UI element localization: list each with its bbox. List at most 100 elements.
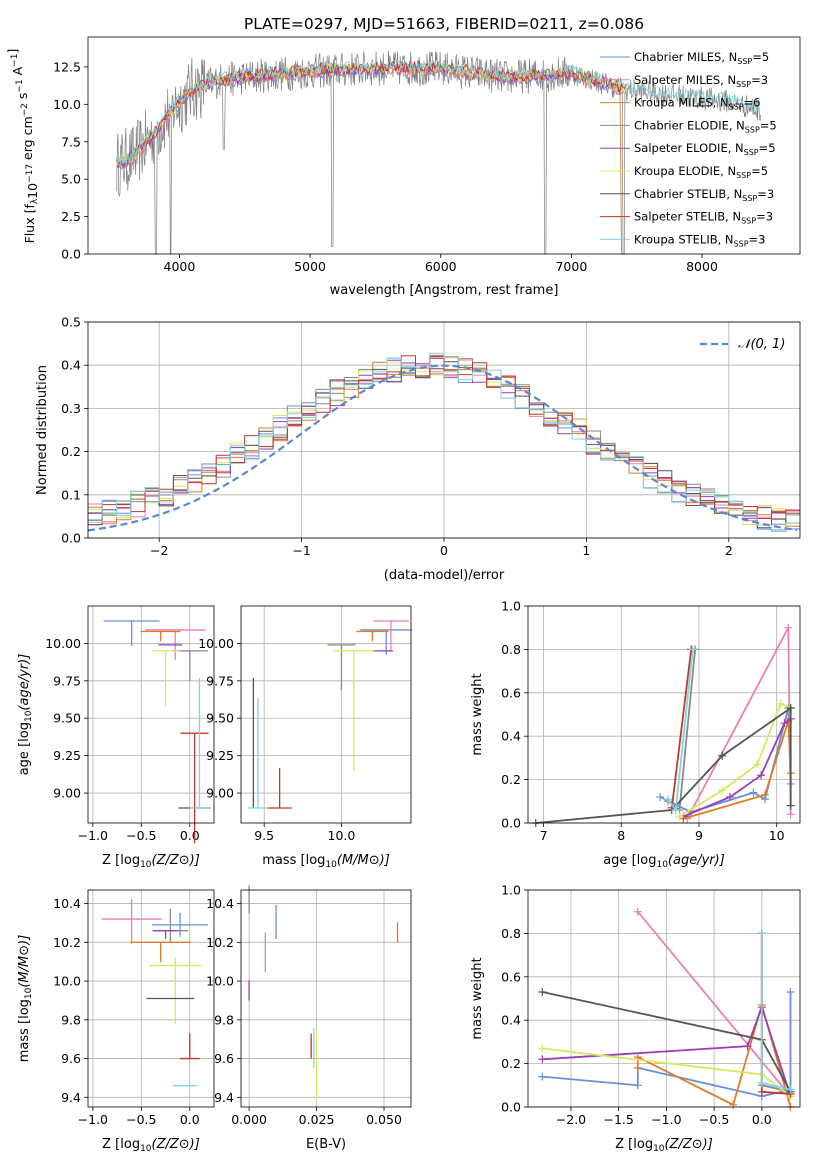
y-tick-label: 9.25: [53, 748, 81, 763]
weight-point-marker: [663, 795, 672, 804]
label-part: (M/M⊙)]: [337, 853, 390, 868]
label-part: (Z/Z⊙)]: [665, 1137, 713, 1152]
label-part: Flux [f: [22, 204, 37, 244]
weight-point-marker: [786, 810, 795, 819]
label-part: Chabrier STELIB, N: [634, 187, 742, 201]
x-tick-label: 0: [440, 543, 448, 558]
weight-point-marker: [726, 792, 735, 801]
label-part: A: [10, 66, 25, 79]
weight-point-marker: [757, 771, 766, 780]
y-tick-label: 10.00: [45, 636, 81, 651]
weight-series-line: [535, 706, 792, 824]
y-tick-label: 9.75: [53, 673, 81, 688]
y-tick-label: 9.25: [206, 748, 234, 763]
x-tick-label: 2: [725, 543, 733, 558]
age_vs_Z-frame: [87, 605, 215, 824]
y-tick-label: 0.2: [501, 772, 521, 787]
y-tick-label: 0.0: [61, 531, 81, 546]
weight-point-marker: [786, 1085, 795, 1094]
label-part: Chabrier MILES, N: [634, 50, 737, 64]
weight-point-marker: [786, 703, 795, 712]
label-part: Salpeter MILES, N: [634, 73, 736, 87]
observed-spectrum: [116, 50, 762, 254]
weight_vs_Z-frame: [527, 889, 801, 1108]
y-tick-label: 1.0: [501, 599, 521, 614]
x-tick-label: 0.0: [180, 828, 200, 843]
y-tick-label: 0.1: [61, 487, 81, 502]
weight-series-line: [683, 718, 792, 818]
x-axis-label: mass [log10(M/M⊙)]: [262, 853, 390, 870]
weight-point-marker: [757, 1087, 766, 1096]
x-tick-label: −1.0: [78, 828, 108, 843]
x-tick-label: 5000: [294, 259, 326, 274]
label-part: SSP: [745, 125, 760, 134]
mass_vs_Z-axes: −1.0 −0.5 0.0 9.4 9.6 9.8 10.0 10.2 10.4: [53, 890, 214, 1127]
y-axis-label: mass weight: [470, 957, 485, 1039]
x-tick-label: 0.050: [366, 1112, 402, 1127]
x-tick-label: 10.0: [328, 828, 356, 843]
weight-point-marker: [786, 801, 795, 810]
label-part: Z [log: [102, 1137, 140, 1152]
label-part: SSP: [744, 148, 759, 157]
legend-label: Salpeter MILES, NSSP=3: [634, 73, 768, 89]
label-part: mass [log: [17, 999, 32, 1062]
label-part: Salpeter ELODIE, N: [634, 141, 744, 155]
y-tick-label: 0.8: [501, 926, 521, 941]
weight-point-marker: [776, 699, 785, 708]
weight-series-line: [542, 1004, 792, 1097]
y-tick-label: 10.4: [206, 896, 234, 911]
y-tick-label: 0.6: [501, 969, 521, 984]
mass_vs_ebv-frame: [240, 889, 412, 1108]
x-tick-label: 7000: [555, 259, 587, 274]
y-tick-label: 10.0: [53, 974, 81, 989]
label-part: (age/yr)]: [17, 654, 32, 711]
weight-series-line: [542, 992, 792, 1098]
y-tick-label: 0.4: [501, 1013, 521, 1028]
weight-point-marker: [538, 987, 547, 996]
age_vs_mass-axes: 9.5 10.0 9.00 9.25 9.50 9.75 10.00: [198, 606, 411, 843]
y-tick-label: 10.0: [206, 974, 234, 989]
x-tick-label: 10: [769, 828, 785, 843]
label-part: −1: [10, 54, 20, 67]
weight-point-marker: [633, 907, 642, 916]
label-part: ]: [5, 49, 20, 54]
weight-point-marker: [671, 805, 680, 814]
x-tick-label: −2: [150, 543, 168, 558]
y-axis-label: Normed distribution: [35, 365, 50, 495]
y-tick-label: 9.8: [61, 1012, 81, 1027]
y-tick-label: 10.2: [206, 935, 234, 950]
residuals-frame: [87, 321, 801, 539]
y-tick-label: 0.0: [501, 816, 521, 831]
x-axis-label: Z [log10(Z/Z⊙)]: [615, 1137, 713, 1154]
y-tick-label: 9.6: [214, 1051, 234, 1066]
weight-point-marker: [749, 788, 758, 797]
figure-title: PLATE=0297, MJD=51663, FIBERID=0211, z=0…: [244, 15, 644, 33]
label-part: 10: [24, 710, 34, 722]
label-part: 10: [325, 860, 337, 870]
x-tick-label: 1: [582, 543, 590, 558]
y-tick-label: 9.00: [53, 786, 81, 801]
y-tick-label: 9.6: [61, 1051, 81, 1066]
label-part: age [log: [603, 853, 656, 868]
label-part: SSP: [729, 103, 744, 112]
x-axis-label: Z [log10(Z/Z⊙)]: [102, 1137, 200, 1154]
x-tick-label: 0.025: [299, 1112, 335, 1127]
y-tick-label: 10.0: [53, 97, 81, 112]
x-tick-label: −2.0: [556, 1112, 586, 1127]
y-tick-label: 0.2: [61, 444, 81, 459]
y-tick-label: 0.5: [61, 315, 81, 330]
y-tick-label: 2.5: [61, 209, 81, 224]
label-part: −17: [25, 164, 35, 183]
model-spectrum: [116, 59, 760, 167]
x-tick-label: 8: [617, 828, 625, 843]
label-part: Chabrier ELODIE, N: [634, 118, 745, 132]
label-part: −1: [15, 79, 25, 92]
label-part: Kroupa STELIB, N: [634, 232, 734, 246]
label-part: SSP: [736, 171, 751, 180]
x-tick-label: −1: [292, 543, 310, 558]
weight-point-marker: [757, 929, 766, 938]
weight-series-line: [637, 911, 792, 1097]
label-part: =3: [749, 232, 766, 246]
weight-series-line: [760, 933, 791, 1095]
